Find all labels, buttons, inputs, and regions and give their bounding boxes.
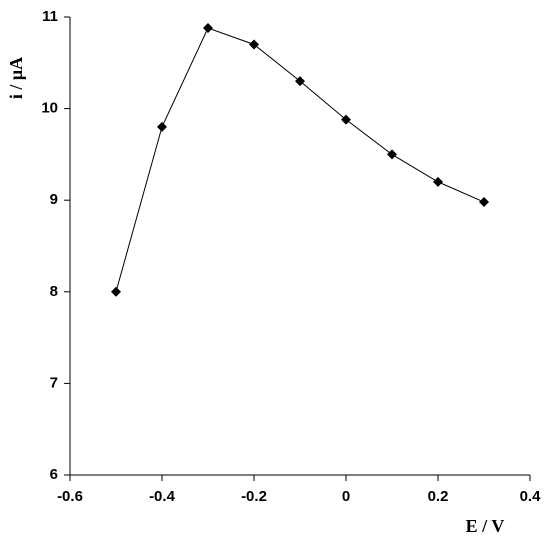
- y-tick-label: 11: [42, 8, 58, 25]
- x-tick-label: -0.6: [57, 488, 83, 505]
- marker: [249, 39, 259, 50]
- y-tick-label: 6: [50, 466, 58, 483]
- marker: [479, 197, 489, 208]
- marker: [387, 149, 397, 160]
- marker: [157, 121, 167, 132]
- marker: [295, 76, 305, 87]
- marker: [203, 22, 213, 33]
- x-tick-label: 0.4: [520, 488, 542, 505]
- x-tick-label: -0.2: [241, 488, 267, 505]
- data-line: [115, 27, 485, 292]
- y-tick-label: 8: [50, 283, 58, 300]
- x-axis-label: E / V: [466, 516, 505, 536]
- marker: [433, 176, 443, 187]
- y-tick-label: 9: [50, 191, 58, 208]
- x-tick-label: 0.2: [428, 488, 449, 505]
- x-tick-label: -0.4: [149, 488, 176, 505]
- y-axis-label: i / μA: [6, 57, 26, 99]
- y-tick-label: 7: [50, 374, 58, 391]
- marker: [111, 286, 121, 297]
- y-tick-label: 10: [41, 100, 58, 117]
- marker: [341, 114, 351, 125]
- x-tick-label: 0: [342, 488, 350, 505]
